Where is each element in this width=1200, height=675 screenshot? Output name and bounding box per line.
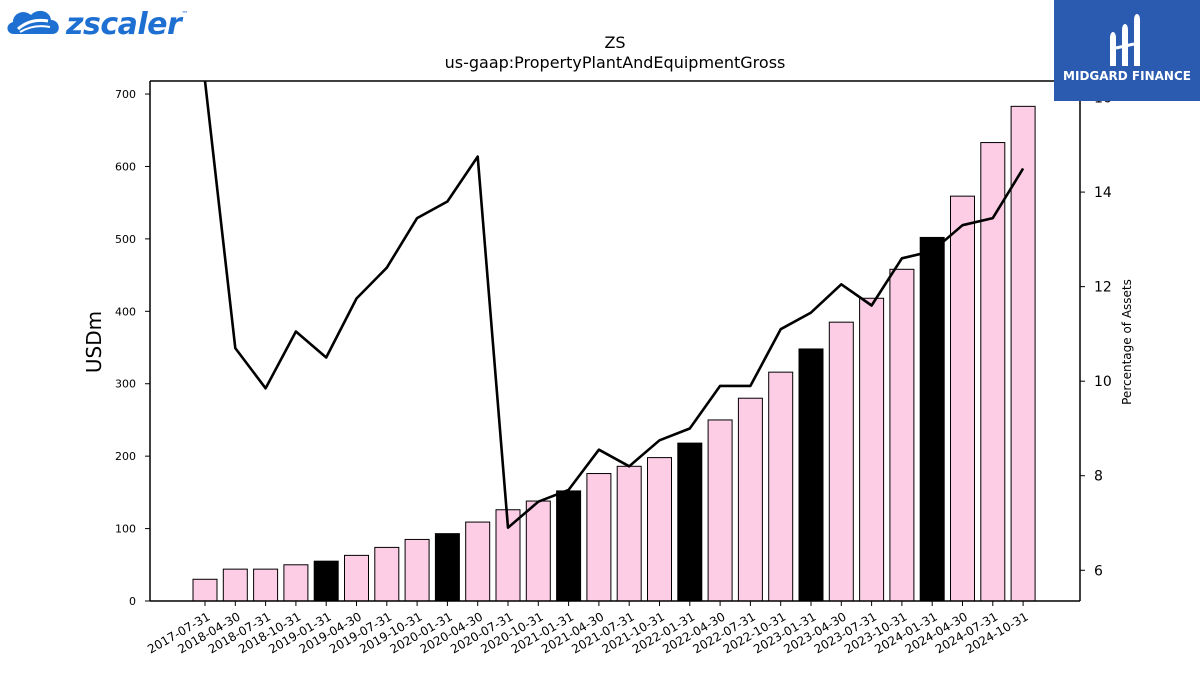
bar-2024-10-31	[1010, 105, 1036, 602]
bar-2018-07-31	[253, 568, 279, 602]
bar-2022-10-31	[768, 371, 794, 602]
y2-tick-label: 8	[1094, 469, 1103, 485]
bar-2024-04-30	[950, 195, 975, 602]
bar-2019-07-31	[374, 546, 400, 602]
x-ticks-group: 2017-07-312018-04-302018-07-312018-10-31…	[145, 601, 1031, 656]
bar-2017-07-31	[192, 578, 218, 602]
y-tick-label: 700	[115, 88, 136, 101]
y-axis-label: USDm	[82, 311, 106, 373]
y2-tick-label: 6	[1094, 563, 1103, 579]
bar-2024-01-31	[919, 236, 945, 602]
zscaler-cloud-icon	[7, 10, 59, 34]
y-tick-label: 300	[115, 378, 136, 391]
bar-2020-10-31	[525, 500, 551, 602]
y-tick-label: 100	[115, 523, 136, 536]
axes-frame	[149, 80, 1081, 602]
zscaler-logo-text: zscaler	[66, 6, 182, 42]
bar-2021-10-31	[647, 457, 672, 602]
bar-2018-04-30	[222, 568, 248, 602]
y-tick-label: 400	[115, 305, 136, 318]
percentage-of-assets-line	[203, 80, 1025, 529]
bar-2020-01-31	[434, 533, 460, 602]
zscaler-logo-tm: ™	[181, 10, 189, 18]
bar-2023-10-31	[889, 268, 915, 602]
bar-2022-04-30	[707, 419, 733, 602]
bar-2019-04-30	[344, 554, 369, 602]
y2-tick-label: 12	[1094, 280, 1112, 296]
bar-2022-01-31	[677, 442, 703, 602]
y2-tick-label: 14	[1094, 185, 1112, 201]
y2-ticks-group: 6810121416	[1080, 91, 1112, 579]
bars-group	[192, 105, 1036, 602]
zscaler-logo: zscaler ™	[4, 4, 188, 44]
bar-2019-01-31	[313, 560, 339, 602]
bar-2022-07-31	[737, 397, 763, 602]
bar-2018-10-31	[283, 564, 309, 602]
bar-2021-04-30	[586, 473, 612, 602]
y-tick-label: 0	[129, 595, 136, 608]
y2-axis-label: Percentage of Assets	[1120, 279, 1134, 405]
y-tick-label: 500	[115, 233, 136, 246]
midgard-mark-icon	[1110, 14, 1140, 66]
bar-2020-04-30	[465, 521, 491, 602]
chart-subtitle: us-gaap:PropertyPlantAndEquipmentGross	[445, 53, 786, 72]
midgard-finance-logo: MIDGARD FINANCE	[1054, 0, 1200, 101]
bar-2024-07-31	[980, 142, 1006, 602]
bar-2019-10-31	[404, 538, 430, 602]
bar-2021-07-31	[616, 465, 642, 602]
y2-tick-label: 10	[1094, 374, 1112, 390]
chart-title: ZS	[604, 33, 625, 52]
midgard-finance-logo-text: MIDGARD FINANCE	[1063, 69, 1191, 83]
bar-2021-01-31	[556, 490, 582, 602]
y-tick-label: 600	[115, 160, 136, 173]
bar-2023-01-31	[798, 348, 824, 602]
bar-2023-04-30	[828, 321, 854, 602]
bar-2023-07-31	[859, 297, 885, 602]
y-ticks-group: 0 100 200 300 400 500 600 700	[115, 88, 150, 608]
y-tick-label: 200	[115, 450, 136, 463]
